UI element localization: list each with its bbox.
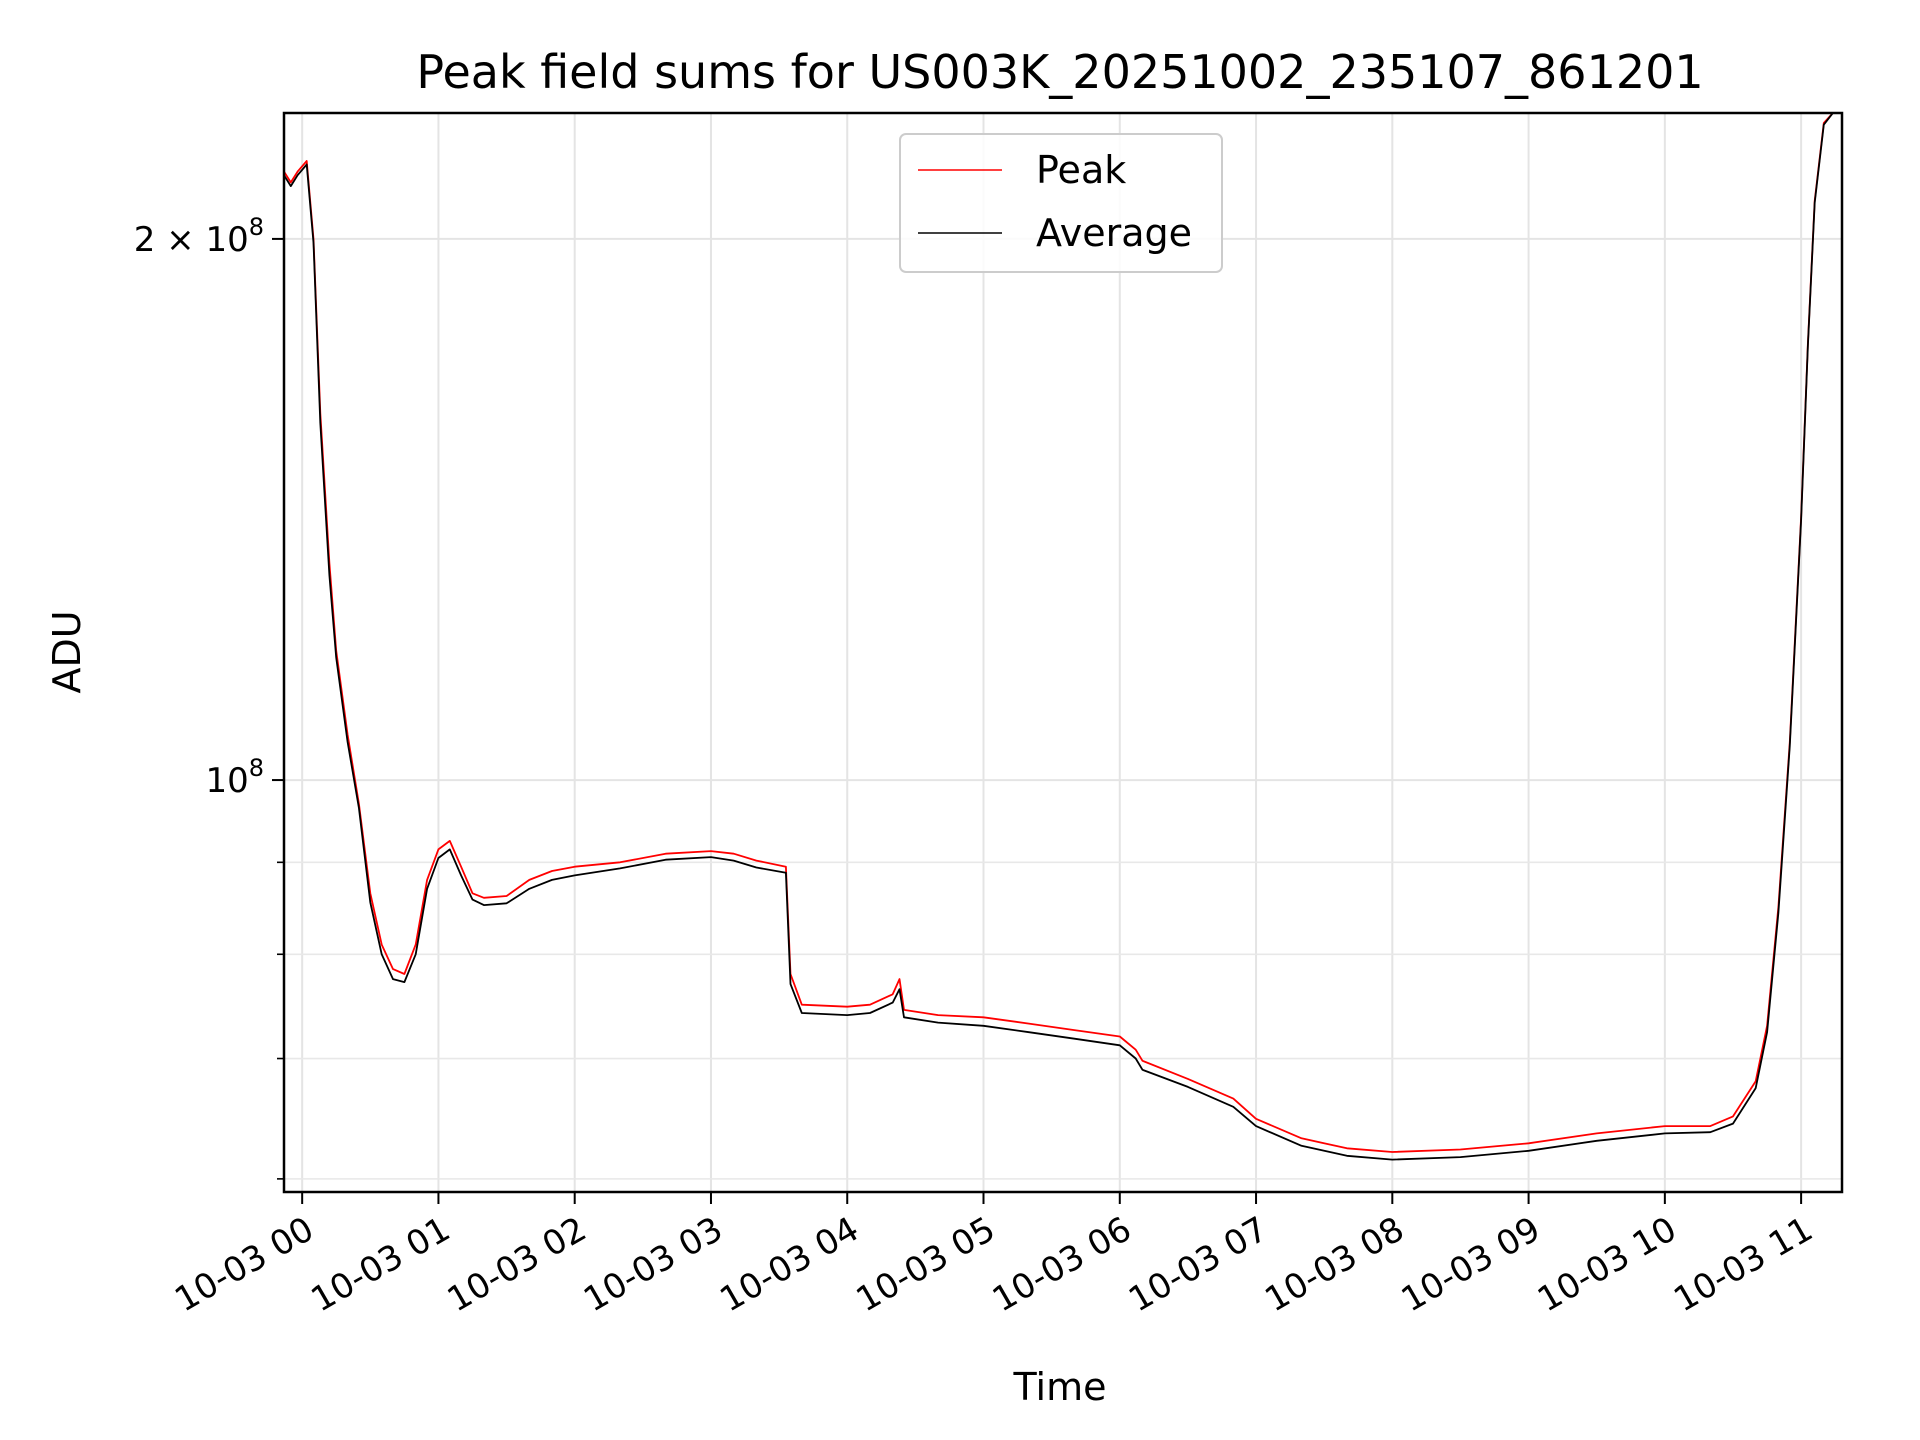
- legend-frame: [899, 133, 1223, 273]
- y-axis-title: ADU: [45, 610, 89, 693]
- y-axis: 108 2 × 108: [134, 213, 284, 1180]
- x-axis-title: Time: [1013, 1365, 1107, 1409]
- y-tick-label: 108: [205, 754, 264, 801]
- series-line-peak: [284, 113, 1842, 1153]
- legend-label-average: Average: [1036, 211, 1192, 255]
- plot-frame: [282, 111, 1844, 1194]
- series-line-average: [284, 113, 1842, 1161]
- legend-label-peak: Peak: [1036, 148, 1126, 192]
- legend: Peak Average: [899, 133, 1223, 273]
- chart-title: Peak field sums for US003K_20251002_2351…: [416, 45, 1703, 99]
- y-tick-label: 2 × 108: [134, 213, 264, 260]
- plot-series: [284, 113, 1842, 1161]
